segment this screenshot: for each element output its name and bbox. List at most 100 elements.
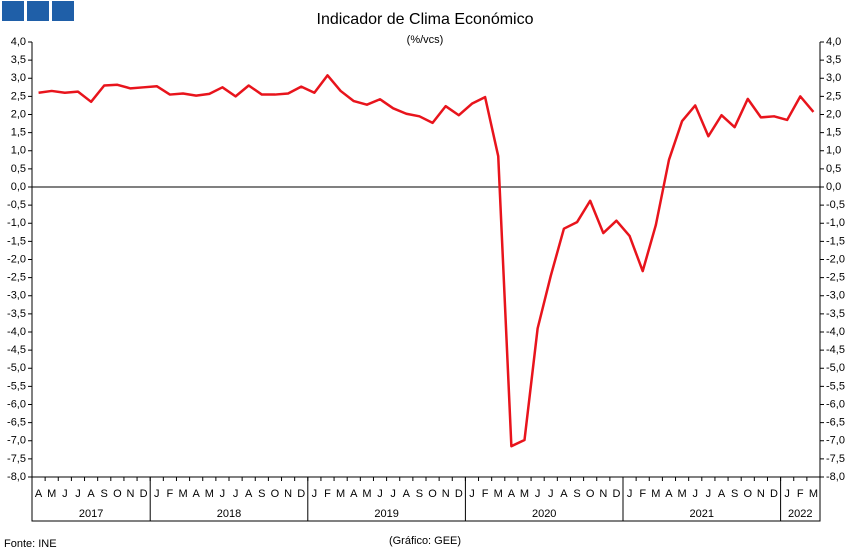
year-label: 2018 [217, 508, 241, 520]
y2-tick-label: 1,5 [826, 127, 841, 139]
y2-tick-label: -6,5 [826, 417, 845, 429]
y-tick-label: -1,0 [7, 217, 26, 229]
x-tick-label: J [62, 488, 68, 500]
x-tick-label: F [324, 488, 331, 500]
x-tick-label: F [639, 488, 646, 500]
year-label: 2019 [374, 508, 398, 520]
y-tick-label: 2,5 [11, 90, 26, 102]
y2-tick-label: -7,5 [826, 453, 845, 465]
x-tick-label: S [416, 488, 423, 500]
x-tick-label: S [731, 488, 738, 500]
y2-tick-label: -8,0 [826, 471, 845, 483]
y-tick-label: -2,5 [7, 272, 26, 284]
x-tick-label: J [75, 488, 81, 500]
y2-tick-label: 0,5 [826, 163, 841, 175]
y-tick-label: -6,5 [7, 417, 26, 429]
y-tick-label: 4,0 [11, 36, 26, 48]
y2-tick-label: 1,0 [826, 145, 841, 157]
x-tick-label: M [678, 488, 687, 500]
x-tick-label: D [612, 488, 620, 500]
y-tick-label: -6,0 [7, 398, 26, 410]
y2-tick-label: -1,0 [826, 217, 845, 229]
x-tick-label: D [297, 488, 305, 500]
y-tick-label: -2,0 [7, 253, 26, 265]
y-tick-label: 3,5 [11, 54, 26, 66]
x-tick-label: D [770, 488, 778, 500]
source: Fonte: INE [4, 538, 57, 550]
x-tick-label: J [692, 488, 698, 500]
x-tick-label: M [205, 488, 214, 500]
x-tick-label: A [508, 488, 516, 500]
y-tick-label: -5,5 [7, 380, 26, 392]
y-tick-label: 3,0 [11, 72, 26, 84]
x-tick-label: D [455, 488, 463, 500]
x-tick-label: M [47, 488, 56, 500]
x-tick-label: J [469, 488, 475, 500]
y-tick-label: -1,5 [7, 235, 26, 247]
y-tick-label: 0,0 [11, 181, 26, 193]
x-tick-label: S [573, 488, 580, 500]
x-tick-label: J [220, 488, 226, 500]
y2-tick-label: 3,5 [826, 54, 841, 66]
x-tick-label: M [178, 488, 187, 500]
x-tick-label: J [784, 488, 790, 500]
y2-tick-label: -4,5 [826, 344, 845, 356]
x-tick-label: A [718, 488, 726, 500]
x-tick-label: S [258, 488, 265, 500]
credit: (Gráfico: GEE) [389, 535, 461, 547]
y-tick-label: 1,0 [11, 145, 26, 157]
y-tick-label: -7,0 [7, 435, 26, 447]
y-tick-label: -8,0 [7, 471, 26, 483]
x-tick-label: J [154, 488, 160, 500]
x-tick-label: A [560, 488, 568, 500]
year-label: 2022 [788, 508, 812, 520]
x-tick-label: J [312, 488, 318, 500]
y-tick-label: -3,5 [7, 308, 26, 320]
x-tick-label: N [127, 488, 135, 500]
logo-square [27, 1, 49, 21]
x-tick-label: N [284, 488, 292, 500]
data-line [38, 74, 815, 448]
x-tick-label: J [548, 488, 554, 500]
year-label: 2020 [532, 508, 556, 520]
y2-tick-label: -2,0 [826, 253, 845, 265]
y-tick-label: -7,5 [7, 453, 26, 465]
y-tick-label: 0,5 [11, 163, 26, 175]
y2-tick-label: -3,0 [826, 290, 845, 302]
x-tick-label: N [757, 488, 765, 500]
x-tick-label: J [706, 488, 712, 500]
x-tick-label: J [390, 488, 396, 500]
y2-tick-label: 2,5 [826, 90, 841, 102]
x-tick-label: A [87, 488, 95, 500]
y2-tick-label: -1,5 [826, 235, 845, 247]
x-tick-label: F [797, 488, 804, 500]
x-tick-label: N [599, 488, 607, 500]
y-tick-label: -4,0 [7, 326, 26, 338]
y-tick-label: -4,5 [7, 344, 26, 356]
y-tick-label: -0,5 [7, 199, 26, 211]
x-tick-label: O [428, 488, 437, 500]
x-tick-label: A [350, 488, 358, 500]
x-tick-label: N [442, 488, 450, 500]
y2-tick-label: -6,0 [826, 398, 845, 410]
logo-square [2, 1, 24, 21]
x-tick-label: A [245, 488, 253, 500]
x-tick-label: A [192, 488, 200, 500]
x-tick-label: J [377, 488, 383, 500]
x-tick-label: M [336, 488, 345, 500]
y2-tick-label: -7,0 [826, 435, 845, 447]
x-tick-label: J [535, 488, 541, 500]
x-tick-label: M [362, 488, 371, 500]
x-tick-label: J [233, 488, 239, 500]
x-tick-label: M [494, 488, 503, 500]
x-tick-label: O [586, 488, 595, 500]
x-tick-label: M [651, 488, 660, 500]
y2-tick-label: 0,0 [826, 181, 841, 193]
y2-tick-label: 3,0 [826, 72, 841, 84]
y-tick-label: 1,5 [11, 127, 26, 139]
x-tick-label: O [113, 488, 122, 500]
x-tick-label: F [482, 488, 489, 500]
y-tick-label: 2,0 [11, 108, 26, 120]
logo-square [52, 1, 74, 21]
